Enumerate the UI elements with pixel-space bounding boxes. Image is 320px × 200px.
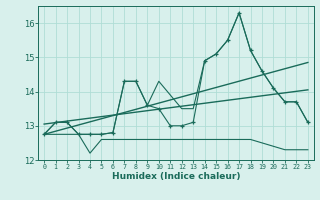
X-axis label: Humidex (Indice chaleur): Humidex (Indice chaleur) [112, 172, 240, 181]
